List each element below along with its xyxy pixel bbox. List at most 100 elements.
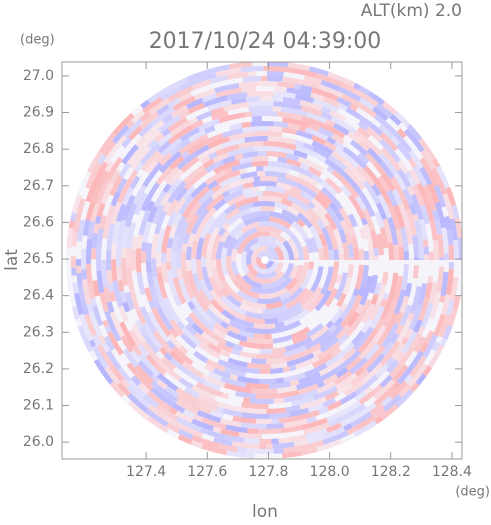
echo-cell	[419, 258, 424, 260]
x-tick-label: 128.0	[310, 464, 350, 480]
altitude-label: ALT(km) 2.0	[361, 1, 462, 21]
echo-cell	[266, 444, 272, 449]
echo-cell	[260, 439, 272, 444]
echo-cell	[333, 261, 339, 269]
echo-cell	[319, 258, 324, 260]
echo-cell	[328, 250, 334, 260]
echo-cell	[398, 247, 404, 260]
echo-cell	[81, 270, 87, 280]
echo-cell	[96, 244, 102, 271]
echo-cell	[257, 171, 265, 176]
x-tick-label: 128.4	[432, 464, 472, 480]
echo-cell	[186, 260, 192, 271]
echo-cell	[276, 378, 284, 384]
x-unit: (deg)	[455, 485, 490, 500]
echo-cell	[428, 276, 434, 283]
echo-cell	[248, 106, 272, 112]
echo-cell	[260, 369, 271, 374]
echo-cell	[274, 398, 285, 404]
echo-cell	[121, 248, 127, 258]
echo-cell	[247, 91, 274, 97]
echo-cell	[308, 262, 314, 270]
echo-cell	[409, 259, 414, 260]
echo-cell	[81, 249, 86, 270]
echo-cell	[265, 334, 272, 339]
y-tick-label: 26.1	[23, 398, 54, 414]
echo-cell	[294, 258, 299, 260]
echo-cell	[141, 242, 147, 251]
echo-cell	[126, 248, 132, 267]
echo-cell	[263, 141, 271, 146]
y-unit: (deg)	[20, 33, 55, 48]
echo-cell	[201, 257, 206, 267]
echo-cell	[414, 257, 419, 260]
echo-cell	[244, 112, 251, 118]
x-tick-label: 127.8	[248, 464, 288, 480]
echo-cell	[247, 428, 258, 434]
echo-cell	[106, 251, 111, 271]
echo-cell	[248, 71, 257, 77]
echo-cell	[156, 267, 162, 274]
y-tick-label: 26.6	[23, 214, 54, 230]
echo-cell	[141, 251, 146, 263]
y-tick-label: 26.7	[23, 178, 54, 194]
echo-cell	[258, 428, 281, 434]
echo-cell	[260, 349, 273, 354]
echo-cell	[76, 259, 81, 266]
echo-cell	[249, 101, 274, 107]
echo-cell	[251, 111, 277, 117]
echo-cell	[448, 245, 454, 260]
echo-cell	[146, 262, 152, 273]
x-axis-label: lon	[252, 502, 278, 521]
echo-cell	[271, 418, 279, 424]
echo-cell	[439, 258, 444, 261]
echo-cell	[261, 206, 275, 212]
echo-cell	[393, 244, 399, 260]
echo-cell	[91, 248, 96, 259]
echo-cell	[166, 248, 172, 263]
echo-cell	[429, 252, 434, 260]
echo-cell	[374, 256, 379, 260]
y-tick-label: 26.3	[23, 324, 54, 340]
echo-cell	[272, 96, 284, 102]
chart-title: 2017/10/24 04:39:00	[149, 29, 382, 54]
echo-cell	[404, 251, 409, 260]
echo-cell	[261, 96, 272, 101]
x-tick-label: 127.4	[126, 464, 166, 480]
echo-cell	[261, 76, 268, 81]
echo-cell	[271, 439, 279, 444]
echo-cell	[251, 388, 277, 394]
echo-cell	[449, 262, 454, 269]
radar-center	[262, 257, 268, 263]
echo-cell	[252, 116, 262, 122]
echo-cell	[304, 258, 309, 260]
radar-echo	[66, 61, 464, 459]
y-tick-label: 27.0	[23, 68, 54, 84]
echo-cell	[136, 248, 142, 273]
echo-cell	[253, 176, 260, 182]
x-tick-label: 128.2	[371, 464, 411, 480]
echo-cell	[333, 249, 339, 260]
echo-cell	[131, 250, 136, 271]
echo-cell	[258, 151, 267, 156]
echo-cell	[156, 253, 161, 267]
echo-cell	[259, 444, 266, 449]
echo-cell	[424, 247, 429, 255]
echo-cell	[273, 106, 282, 112]
echo-cell	[358, 249, 364, 260]
echo-cell	[268, 76, 283, 82]
echo-cell	[373, 248, 379, 256]
echo-cell	[166, 263, 172, 271]
echo-cell	[339, 254, 344, 260]
echo-cell	[176, 248, 182, 269]
y-tick-label: 26.4	[23, 288, 54, 304]
echo-cell	[424, 254, 429, 260]
echo-cell	[444, 253, 449, 260]
echo-cell	[243, 397, 250, 403]
echo-cell	[258, 81, 277, 86]
echo-cell	[250, 398, 274, 404]
echo-cell	[256, 166, 263, 171]
y-tick-label: 26.2	[23, 361, 54, 377]
echo-cell	[71, 256, 76, 268]
